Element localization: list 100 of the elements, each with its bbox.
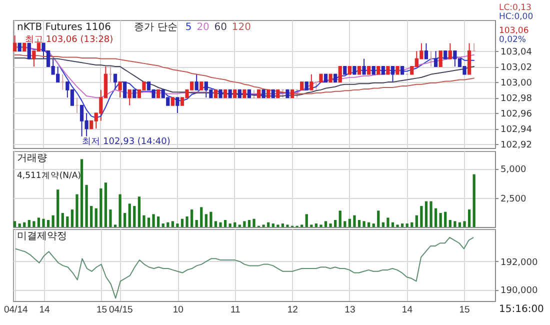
bar	[200, 207, 203, 227]
bar	[314, 223, 318, 227]
y-tick-label: 103,00	[500, 78, 532, 89]
bar	[430, 201, 432, 227]
bar	[61, 212, 64, 227]
bar	[118, 194, 122, 227]
bar	[210, 212, 212, 227]
bar	[353, 215, 356, 227]
bar	[454, 221, 456, 227]
bar	[152, 214, 155, 227]
bar	[166, 222, 170, 227]
y-tick-label: 103,02	[500, 63, 532, 74]
bar	[439, 212, 442, 227]
bar	[334, 220, 337, 227]
bar	[348, 218, 351, 227]
x-tick-label: 11	[230, 304, 240, 316]
bar	[70, 209, 74, 227]
bar	[100, 188, 102, 227]
bar	[142, 215, 146, 227]
bar	[400, 223, 404, 227]
bar	[434, 208, 438, 227]
candlestick	[118, 82, 122, 98]
text: 15:16:00	[499, 304, 544, 315]
bar	[444, 212, 447, 227]
bar	[386, 218, 390, 227]
x-tick-label: 13	[344, 304, 356, 316]
bar	[468, 209, 471, 227]
bar	[458, 222, 462, 227]
bar	[252, 218, 256, 227]
bar	[80, 159, 84, 227]
x-tick-label: 12	[287, 304, 298, 316]
candlestick	[467, 42, 472, 75]
y-tick-label: 102,94	[500, 125, 532, 136]
bar	[228, 223, 232, 227]
bar	[463, 221, 466, 227]
candlestick	[338, 66, 342, 83]
text: LC:0,13	[499, 3, 532, 13]
chart-title: nKTB Futures 1106	[17, 22, 111, 33]
bar	[219, 222, 222, 227]
bar	[176, 223, 179, 227]
text: 5	[185, 22, 192, 33]
bar	[324, 221, 328, 227]
bar	[368, 222, 370, 227]
x-tick-label: 04/14	[4, 304, 28, 316]
candlestick	[113, 74, 118, 90]
bar	[214, 221, 218, 227]
bar	[362, 221, 366, 227]
bar	[128, 204, 131, 227]
bar	[391, 222, 394, 227]
bar	[90, 206, 93, 227]
y-tick-label: 192,000	[500, 258, 538, 268]
y-tick-label: 190,000	[500, 286, 538, 296]
bar	[377, 210, 380, 227]
annotation: 4,511계약(N/A)	[17, 171, 82, 181]
bar	[305, 214, 308, 227]
bar	[180, 218, 184, 227]
bar	[338, 210, 342, 227]
bar	[372, 223, 375, 227]
bar	[23, 222, 26, 227]
candlestick	[362, 58, 366, 75]
bar	[190, 209, 194, 227]
candlestick	[123, 82, 127, 98]
candlestick	[448, 42, 452, 60]
bar	[66, 216, 69, 227]
legend-title: 종가 단순	[134, 22, 178, 33]
bar	[186, 216, 188, 227]
bar	[420, 206, 423, 227]
bar	[104, 182, 108, 227]
x-tick-label: 14	[402, 304, 412, 316]
candlestick	[27, 42, 31, 60]
chart-title: 거래량	[17, 153, 47, 164]
x-tick-label: 04/15	[108, 304, 133, 316]
candlestick	[434, 50, 438, 68]
text: 60	[214, 22, 228, 33]
bar	[234, 222, 236, 227]
bar	[56, 190, 60, 227]
bar	[85, 184, 88, 227]
candlestick	[176, 97, 180, 114]
bar	[94, 208, 98, 227]
bar	[224, 220, 227, 227]
candlestick	[12, 35, 17, 52]
bar	[344, 221, 346, 227]
text: 120	[232, 22, 251, 33]
y-tick-label: 102,98	[500, 94, 532, 104]
bar	[415, 215, 418, 227]
bar	[195, 220, 198, 227]
text: HC:0,00	[499, 12, 534, 22]
bar	[406, 223, 408, 227]
y-tick-label: 102,92	[500, 140, 532, 151]
bar	[46, 220, 50, 227]
candlestick	[310, 74, 314, 90]
bar	[410, 222, 414, 227]
bar	[109, 209, 112, 227]
x-tick-label: 15	[459, 304, 470, 316]
bar	[171, 221, 174, 227]
x-tick-label: 15	[96, 304, 108, 316]
annotation: 최고 103,06 (13:28)	[25, 35, 114, 45]
annotation: 최저 102,93 (14:40)	[82, 137, 170, 147]
x-tick-label: 10	[172, 304, 184, 316]
bar	[248, 220, 251, 227]
